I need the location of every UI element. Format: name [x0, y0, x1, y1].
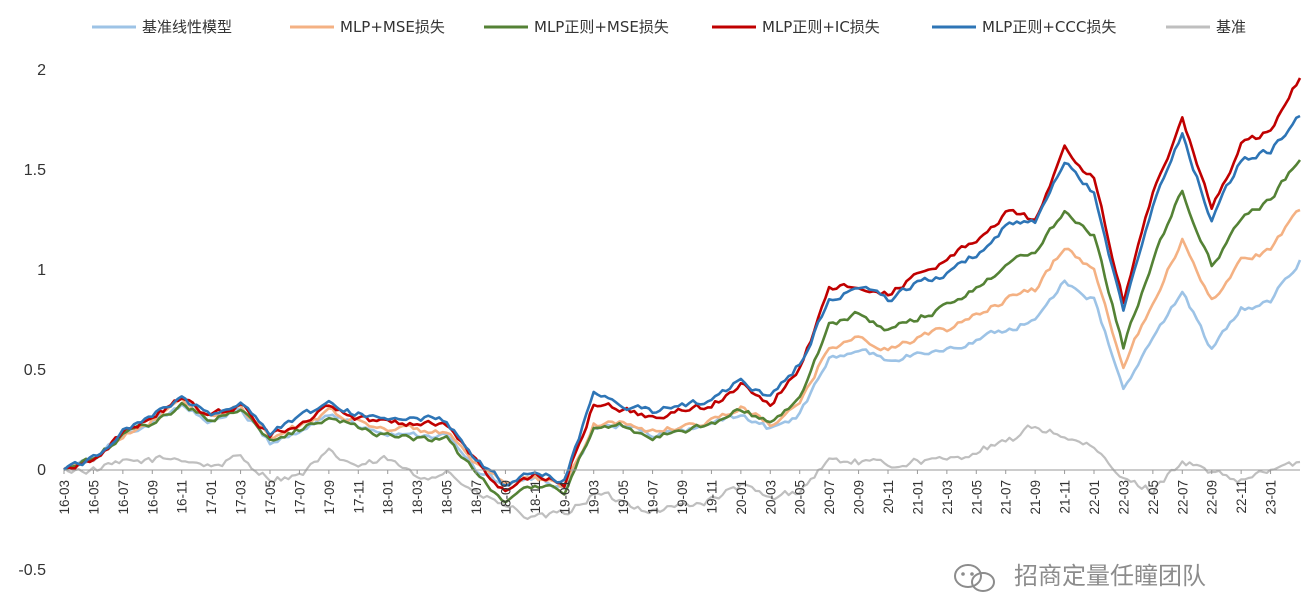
series-line [63, 77, 1302, 493]
x-tick-label: 16-11 [175, 480, 190, 514]
x-tick-label: 18-09 [498, 480, 513, 515]
x-tick-label: 16-03 [57, 480, 72, 515]
x-tick-label: 19-07 [646, 480, 661, 515]
x-tick-label: 20-05 [793, 480, 808, 515]
legend-label: 基准线性模型 [142, 18, 232, 36]
x-tick-label: 19-05 [616, 480, 631, 515]
x-tick-label: 22-03 [1116, 480, 1131, 515]
y-tick-label: 1 [37, 262, 46, 279]
x-tick-label: 19-03 [587, 480, 602, 515]
x-tick-label: 17-11 [351, 480, 366, 514]
x-tick-label: 21-07 [999, 480, 1014, 515]
series-line [63, 159, 1302, 504]
x-tick-label: 16-09 [145, 480, 160, 515]
y-tick-label: 1.5 [24, 162, 46, 179]
x-tick-label: 22-01 [1087, 480, 1102, 515]
x-tick-label: 18-11 [528, 480, 543, 514]
x-tick-label: 20-03 [763, 480, 778, 515]
legend-label: MLP正则+MSE损失 [534, 18, 669, 36]
x-axis: 16-03 16-05 16-07 16-09 16-11 17-01 17-03 17-05… [57, 470, 1279, 515]
legend-label: MLP正则+CCC损失 [982, 18, 1116, 36]
series-line [63, 424, 1301, 520]
y-tick-label: -0.5 [18, 562, 46, 579]
x-tick-label: 18-01 [381, 480, 396, 515]
x-tick-label: 16-05 [86, 480, 101, 515]
y-tick-label: 0 [37, 462, 46, 479]
x-tick-label: 17-03 [234, 480, 249, 515]
x-tick-label: 21-01 [910, 480, 925, 515]
x-tick-label: 20-07 [822, 480, 837, 515]
x-tick-label: 18-05 [440, 480, 455, 515]
x-tick-label: 23-01 [1264, 480, 1279, 515]
x-tick-label: 19-09 [675, 480, 690, 515]
x-tick-label: 22-07 [1175, 480, 1190, 515]
wechat-icon [954, 564, 995, 592]
y-tick-label: 0.5 [24, 362, 46, 379]
y-axis: 2 1.5 1 0.5 0 -0.5 [18, 62, 46, 579]
x-tick-label: 21-05 [969, 480, 984, 515]
series-line [63, 208, 1301, 488]
series-line [63, 114, 1301, 487]
x-tick-label: 17-09 [322, 480, 337, 515]
legend-label: MLP正则+IC损失 [762, 18, 880, 36]
x-tick-label: 22-11 [1234, 480, 1249, 514]
x-tick-label: 18-03 [410, 480, 425, 515]
x-tick-label: 19-11 [704, 480, 719, 514]
series-layer [63, 77, 1302, 520]
x-tick-label: 22-05 [1146, 480, 1161, 515]
x-tick-label: 16-07 [116, 480, 131, 515]
x-tick-label: 19-01 [557, 480, 572, 515]
x-tick-label: 20-09 [852, 480, 867, 515]
x-tick-label: 18-07 [469, 480, 484, 515]
x-tick-label: 21-03 [940, 480, 955, 515]
x-tick-label: 20-01 [734, 480, 749, 515]
x-tick-label: 21-11 [1058, 480, 1073, 514]
watermark-text: 招商定量任瞳团队 [1014, 562, 1206, 590]
series-line [63, 259, 1302, 490]
watermark: 招商定量任瞳团队 [954, 562, 1206, 592]
x-tick-label: 17-05 [263, 480, 278, 515]
y-tick-label: 2 [37, 62, 46, 79]
chart-legend: 基准线性模型 MLP+MSE损失 MLP正则+MSE损失 MLP正则+IC损失 MLP正… [92, 18, 1246, 36]
legend-label: MLP+MSE损失 [340, 18, 445, 36]
x-tick-label: 22-09 [1205, 480, 1220, 515]
x-tick-label: 21-09 [1028, 480, 1043, 515]
legend-label: 基准 [1216, 18, 1246, 36]
x-tick-label: 17-07 [292, 480, 307, 515]
x-tick-label: 20-11 [881, 480, 896, 514]
x-tick-label: 17-01 [204, 480, 219, 515]
